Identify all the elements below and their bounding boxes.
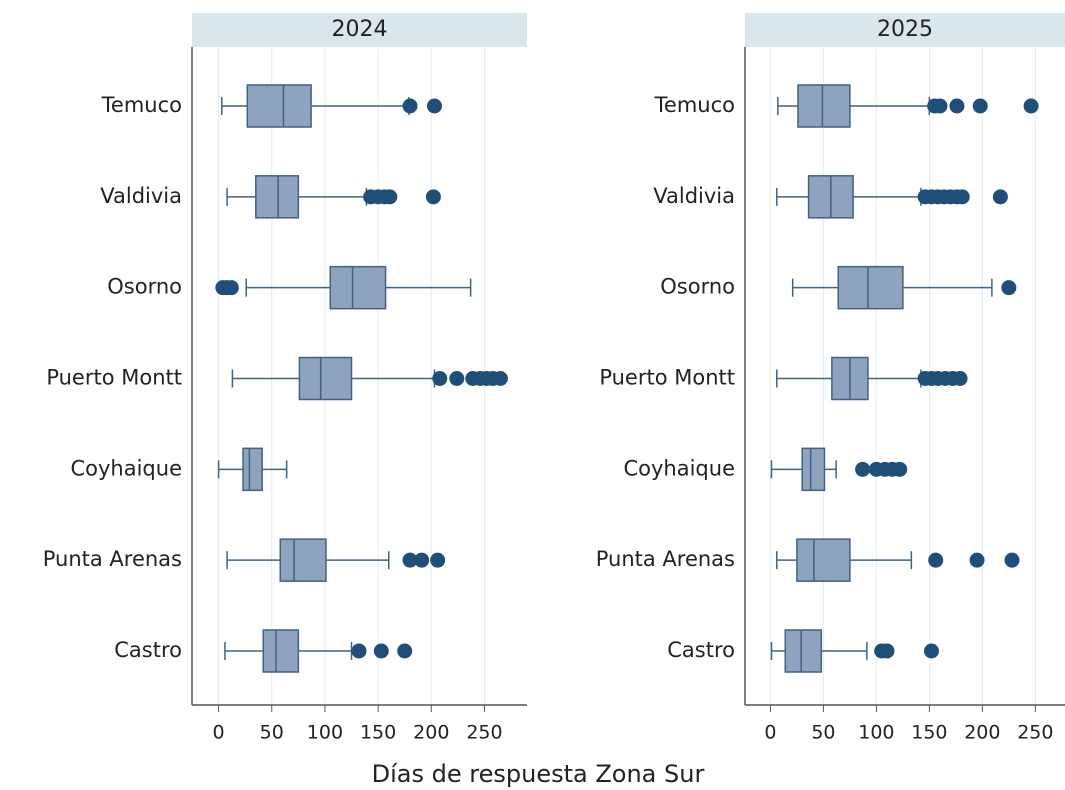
box bbox=[837, 265, 904, 310]
facet-strip bbox=[745, 13, 1065, 47]
category-label: Temuco bbox=[101, 93, 182, 117]
x-tick-label: 250 bbox=[1017, 722, 1053, 744]
category-label: Puerto Montt bbox=[599, 366, 735, 390]
box bbox=[242, 447, 263, 492]
outlier bbox=[928, 552, 944, 568]
outlier bbox=[414, 552, 430, 568]
outlier bbox=[949, 98, 965, 114]
outlier bbox=[992, 189, 1008, 205]
box bbox=[329, 265, 387, 310]
category-label: Puerto Montt bbox=[46, 366, 182, 390]
outlier bbox=[954, 189, 970, 205]
category-label: Valdivia bbox=[653, 184, 735, 208]
outlier bbox=[923, 643, 939, 659]
outlier bbox=[373, 643, 389, 659]
outlier bbox=[1004, 552, 1020, 568]
x-tick-label: 150 bbox=[360, 722, 396, 744]
outlier bbox=[402, 98, 418, 114]
outlier bbox=[879, 643, 895, 659]
x-tick-label: 250 bbox=[466, 722, 502, 744]
outlier bbox=[932, 98, 948, 114]
category-label: Osorno bbox=[660, 275, 735, 299]
x-tick-label: 150 bbox=[911, 722, 947, 744]
category-label: Castro bbox=[667, 638, 735, 662]
category-label: Punta Arenas bbox=[43, 547, 182, 571]
box bbox=[784, 629, 823, 673]
x-tick-label: 50 bbox=[260, 722, 284, 744]
box bbox=[255, 175, 300, 219]
x-tick-label: 200 bbox=[413, 722, 449, 744]
category-label: Punta Arenas bbox=[596, 547, 735, 571]
facet-strip bbox=[192, 13, 527, 47]
x-axis-label: Días de respuesta Zona Sur bbox=[372, 760, 705, 788]
category-label: Valdivia bbox=[100, 184, 182, 208]
outlier bbox=[223, 280, 239, 296]
category-label: Coyhaique bbox=[70, 456, 182, 480]
x-tick-label: 100 bbox=[307, 722, 343, 744]
facet-title: 2024 bbox=[332, 17, 388, 42]
outlier bbox=[952, 371, 968, 386]
category-label: Osorno bbox=[107, 275, 182, 299]
outlier bbox=[972, 98, 988, 114]
outlier bbox=[969, 552, 985, 568]
box bbox=[801, 447, 826, 492]
box bbox=[298, 356, 353, 401]
outlier bbox=[1001, 280, 1017, 296]
outlier bbox=[397, 643, 413, 659]
x-tick-label: 0 bbox=[764, 722, 776, 744]
box bbox=[797, 84, 851, 128]
outlier bbox=[426, 98, 442, 114]
outlier bbox=[351, 643, 367, 659]
category-label: Castro bbox=[114, 638, 182, 662]
box bbox=[262, 629, 300, 673]
outlier bbox=[402, 552, 418, 568]
outlier bbox=[1023, 98, 1039, 114]
x-tick-label: 0 bbox=[213, 722, 225, 744]
outlier bbox=[432, 371, 448, 386]
box bbox=[246, 84, 312, 128]
outlier bbox=[892, 461, 908, 477]
outlier bbox=[855, 461, 871, 477]
x-tick-label: 100 bbox=[858, 722, 894, 744]
x-tick-label: 50 bbox=[811, 722, 835, 744]
outlier bbox=[430, 552, 446, 568]
category-label: Coyhaique bbox=[623, 456, 735, 480]
outlier bbox=[492, 371, 508, 386]
category-label: Temuco bbox=[654, 93, 735, 117]
outlier bbox=[449, 371, 465, 386]
outlier bbox=[425, 189, 441, 205]
x-tick-label: 200 bbox=[964, 722, 1000, 744]
facet-title: 2025 bbox=[877, 17, 933, 42]
outlier bbox=[382, 189, 398, 205]
box bbox=[796, 538, 851, 582]
box bbox=[279, 538, 327, 582]
